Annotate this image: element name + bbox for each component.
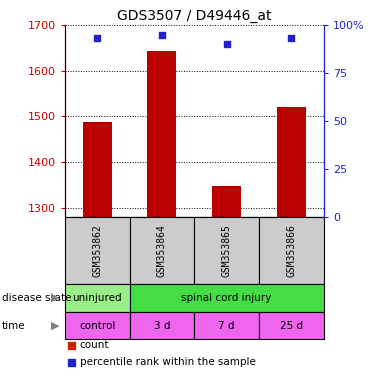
- Text: GSM353865: GSM353865: [222, 224, 232, 277]
- Point: [289, 35, 295, 41]
- Bar: [277, 107, 306, 217]
- Text: GSM353862: GSM353862: [92, 224, 102, 277]
- Text: ▶: ▶: [51, 293, 60, 303]
- Text: 25 d: 25 d: [280, 321, 303, 331]
- Bar: [147, 51, 176, 217]
- Text: disease state: disease state: [2, 293, 71, 303]
- Text: spinal cord injury: spinal cord injury: [181, 293, 272, 303]
- Text: GSM353864: GSM353864: [157, 224, 167, 277]
- Point: [94, 35, 100, 41]
- Text: percentile rank within the sample: percentile rank within the sample: [80, 358, 255, 367]
- Point: [224, 41, 230, 47]
- Title: GDS3507 / D49446_at: GDS3507 / D49446_at: [117, 8, 272, 23]
- Text: ▶: ▶: [51, 321, 60, 331]
- Text: count: count: [80, 340, 109, 350]
- Text: time: time: [2, 321, 26, 331]
- Bar: [212, 186, 241, 217]
- Bar: [83, 122, 112, 217]
- Text: uninjured: uninjured: [72, 293, 122, 303]
- Text: control: control: [79, 321, 115, 331]
- Point: [159, 31, 165, 38]
- Text: 7 d: 7 d: [218, 321, 235, 331]
- Text: 3 d: 3 d: [154, 321, 170, 331]
- Text: GSM353866: GSM353866: [286, 224, 296, 277]
